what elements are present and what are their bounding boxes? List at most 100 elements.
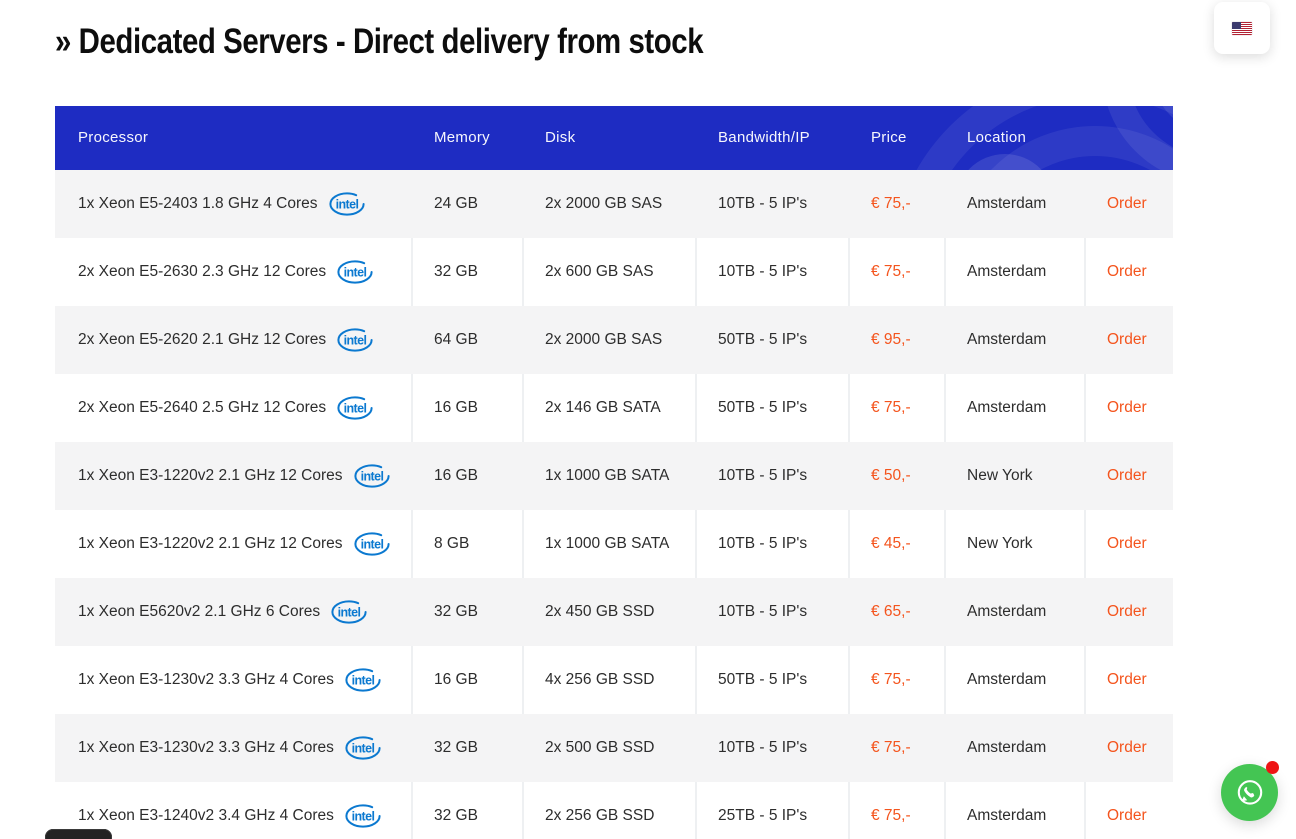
processor-label: 1x Xeon E5-2403 1.8 GHz 4 Cores — [78, 195, 318, 212]
svg-text:intel: intel — [360, 469, 383, 483]
price-cell: € 50,- — [871, 467, 911, 484]
disk-cell: 2x 450 GB SSD — [545, 603, 655, 620]
server-row: 1x Xeon E3-1230v2 3.3 GHz 4 Cores intel … — [55, 646, 1173, 714]
processor-cell: 2x Xeon E5-2640 2.5 GHz 12 Cores intel — [55, 374, 411, 442]
notification-dot — [1266, 761, 1279, 774]
price-cell: € 75,- — [848, 646, 944, 714]
column-header-memory: Memory — [434, 129, 490, 146]
location-cell: New York — [967, 467, 1033, 484]
language-switcher[interactable] — [1214, 2, 1270, 54]
intel-logo-icon: intel — [353, 464, 390, 488]
order-cell: Order — [1084, 442, 1173, 510]
memory-cell: 64 GB — [434, 331, 478, 348]
intel-logo-icon: intel — [345, 804, 381, 828]
bandwidth-cell: 50TB - 5 IP's — [695, 374, 848, 442]
location-cell: New York — [944, 510, 1084, 578]
intel-logo-icon: intel — [345, 736, 381, 760]
bandwidth-cell: 10TB - 5 IP's — [718, 467, 808, 484]
processor-label: 1x Xeon E3-1240v2 3.4 GHz 4 Cores — [78, 807, 334, 824]
order-cell: Order — [1084, 306, 1173, 374]
column-header-disk: Disk — [545, 129, 576, 146]
memory-cell: 16 GB — [411, 374, 522, 442]
location-cell: Amsterdam — [944, 374, 1084, 442]
location-cell: Amsterdam — [944, 782, 1084, 839]
location-cell: Amsterdam — [944, 238, 1084, 306]
order-cell: Order — [1084, 714, 1173, 782]
order-link[interactable]: Order — [1107, 467, 1147, 484]
price-cell: € 75,- — [871, 195, 911, 212]
server-row: 1x Xeon E3-1220v2 2.1 GHz 12 Cores intel… — [55, 442, 1173, 510]
memory-cell: 16 GB — [434, 467, 478, 484]
intel-logo-icon: intel — [353, 532, 390, 556]
server-row: 1x Xeon E3-1230v2 3.3 GHz 4 Cores intel … — [55, 714, 1173, 782]
disk-cell: 2x 146 GB SATA — [522, 374, 695, 442]
order-link[interactable]: Order — [1107, 331, 1147, 348]
order-link[interactable]: Order — [1107, 399, 1147, 416]
bandwidth-cell: 10TB - 5 IP's — [718, 603, 808, 620]
processor-cell: 1x Xeon E3-1230v2 3.3 GHz 4 Cores intel — [55, 714, 411, 782]
column-header-processor: Processor — [78, 129, 149, 146]
disk-cell: 2x 2000 GB SAS — [545, 195, 663, 212]
order-link[interactable]: Order — [1107, 195, 1147, 212]
disk-cell: 2x 256 GB SSD — [522, 782, 695, 839]
order-cell: Order — [1084, 510, 1173, 578]
memory-cell: 32 GB — [434, 739, 478, 756]
processor-label: 1x Xeon E3-1230v2 3.3 GHz 4 Cores — [78, 739, 334, 756]
disk-cell: 2x 600 GB SAS — [522, 238, 695, 306]
intel-logo-icon: intel — [337, 328, 373, 352]
disk-cell: 1x 1000 GB SATA — [522, 510, 695, 578]
price-cell: € 45,- — [848, 510, 944, 578]
processor-label: 2x Xeon E5-2620 2.1 GHz 12 Cores — [78, 331, 327, 348]
bandwidth-cell: 50TB - 5 IP's — [695, 646, 848, 714]
order-cell: Order — [1084, 578, 1173, 646]
location-cell: Amsterdam — [967, 195, 1047, 212]
order-link[interactable]: Order — [1107, 739, 1147, 756]
processor-cell: 2x Xeon E5-2620 2.1 GHz 12 Cores intel — [55, 306, 411, 374]
bandwidth-cell: 10TB - 5 IP's — [695, 238, 848, 306]
memory-cell: 32 GB — [411, 782, 522, 839]
disk-cell: 4x 256 GB SSD — [522, 646, 695, 714]
order-link[interactable]: Order — [1107, 263, 1147, 280]
whatsapp-icon — [1237, 779, 1262, 805]
server-row: 1x Xeon E5-2403 1.8 GHz 4 Cores intel 24… — [55, 170, 1173, 238]
us-flag-canton — [1232, 21, 1241, 29]
processor-label: 1x Xeon E3-1230v2 3.3 GHz 4 Cores — [78, 671, 334, 688]
server-row: 2x Xeon E5-2640 2.5 GHz 12 Cores intel 1… — [55, 374, 1173, 442]
processor-cell: 1x Xeon E3-1240v2 3.4 GHz 4 Cores intel — [55, 782, 411, 839]
price-cell: € 75,- — [848, 238, 944, 306]
server-row: 2x Xeon E5-2620 2.1 GHz 12 Cores intel 6… — [55, 306, 1173, 374]
location-cell: Amsterdam — [967, 603, 1047, 620]
page-title: » Dedicated Servers - Direct delivery fr… — [55, 22, 704, 61]
processor-label: 1x Xeon E3-1220v2 2.1 GHz 12 Cores — [78, 535, 343, 552]
whatsapp-button[interactable] — [1221, 761, 1279, 821]
svg-text:intel: intel — [335, 197, 358, 211]
server-row: 2x Xeon E5-2630 2.3 GHz 12 Cores intel 3… — [55, 238, 1173, 306]
column-header-order — [1084, 106, 1173, 170]
order-link[interactable]: Order — [1107, 807, 1147, 824]
svg-text:intel: intel — [344, 401, 367, 415]
disk-cell: 2x 500 GB SSD — [545, 739, 655, 756]
bandwidth-cell: 25TB - 5 IP's — [695, 782, 848, 839]
order-link[interactable]: Order — [1107, 603, 1147, 620]
servers-table: Processor Memory Disk Bandwidth/IP Price… — [55, 106, 1173, 839]
bandwidth-cell: 10TB - 5 IP's — [718, 739, 808, 756]
disk-cell: 2x 2000 GB SAS — [545, 331, 663, 348]
memory-cell: 8 GB — [411, 510, 522, 578]
price-cell: € 75,- — [871, 739, 911, 756]
order-cell: Order — [1084, 238, 1173, 306]
order-link[interactable]: Order — [1107, 671, 1147, 688]
memory-cell: 32 GB — [411, 238, 522, 306]
processor-cell: 1x Xeon E3-1220v2 2.1 GHz 12 Cores intel — [55, 442, 411, 510]
table-body: 1x Xeon E5-2403 1.8 GHz 4 Cores intel 24… — [55, 170, 1173, 839]
order-cell: Order — [1084, 646, 1173, 714]
svg-text:intel: intel — [352, 741, 375, 755]
price-cell: € 75,- — [848, 374, 944, 442]
bandwidth-cell: 10TB - 5 IP's — [718, 195, 808, 212]
order-cell: Order — [1084, 170, 1173, 238]
consent-tab[interactable] — [45, 829, 112, 839]
order-link[interactable]: Order — [1107, 535, 1147, 552]
memory-cell: 32 GB — [434, 603, 478, 620]
server-row: 1x Xeon E5620v2 2.1 GHz 6 Cores intel 32… — [55, 578, 1173, 646]
price-cell: € 65,- — [871, 603, 911, 620]
